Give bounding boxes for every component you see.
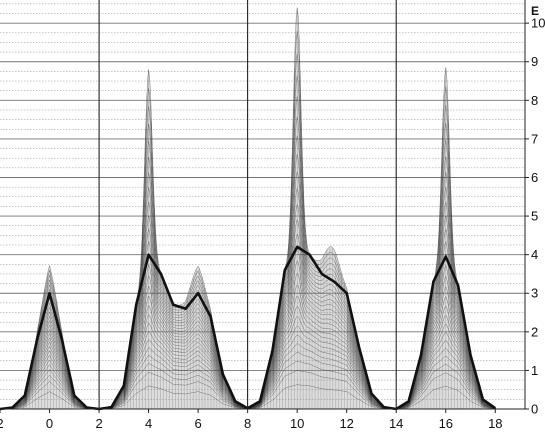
x-tick-label: 8 bbox=[244, 416, 251, 431]
y-tick-label: 5 bbox=[531, 209, 538, 224]
x-tick-label: 12 bbox=[339, 416, 353, 431]
y-axis-title: E bbox=[531, 4, 539, 18]
y-tick-label: 1 bbox=[531, 363, 538, 378]
x-tick-label: 6 bbox=[194, 416, 201, 431]
y-tick-label: 7 bbox=[531, 131, 538, 146]
y-tick-label: 3 bbox=[531, 286, 538, 301]
x-tick-label: 14 bbox=[389, 416, 403, 431]
x-tick-label: 16 bbox=[439, 416, 453, 431]
y-tick-label: 0 bbox=[531, 402, 538, 417]
x-axis-ticks: 2 0 2 4 6 8 10 12 14 16 18 bbox=[0, 409, 503, 431]
x-tick-label: 18 bbox=[488, 416, 502, 431]
x-tick-label: 2 bbox=[95, 416, 102, 431]
x-tick-label: 0 bbox=[46, 416, 53, 431]
y-tick-label: 4 bbox=[531, 247, 538, 262]
y-tick-label: 2 bbox=[531, 324, 538, 339]
horizontal-grid bbox=[0, 3, 525, 400]
panel-dividers bbox=[98, 0, 397, 409]
y-axis-ticks: 0 1 2 3 4 5 6 7 8 9 10 bbox=[525, 16, 545, 417]
x-tick-label: 2 bbox=[0, 416, 4, 431]
y-tick-label: 10 bbox=[531, 16, 545, 31]
x-tick-label: 10 bbox=[290, 416, 304, 431]
x-tick-label: 4 bbox=[145, 416, 152, 431]
y-tick-label: 8 bbox=[531, 93, 538, 108]
y-tick-label: 9 bbox=[531, 54, 538, 69]
y-tick-label: 6 bbox=[531, 170, 538, 185]
